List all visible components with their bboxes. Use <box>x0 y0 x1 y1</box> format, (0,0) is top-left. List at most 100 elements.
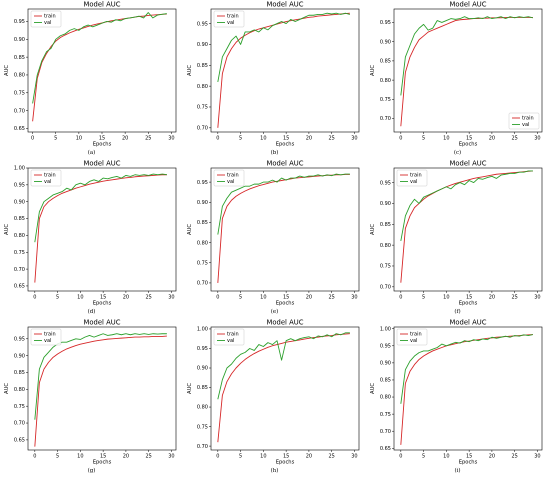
x-tick-label: 25 <box>511 136 517 142</box>
y-tick-label: 0.65 <box>14 284 25 290</box>
panel-caption: (h) <box>270 468 279 474</box>
plot-frame <box>210 326 360 451</box>
x-tick-label: 30 <box>534 136 540 142</box>
y-axis-label: AUC <box>4 65 10 76</box>
x-tick-label: 30 <box>168 295 174 301</box>
legend-label-train: train <box>44 14 56 20</box>
chart-title: Model AUC <box>450 1 487 9</box>
y-tick-label: 0.65 <box>14 438 25 444</box>
legend-label-train: train <box>227 14 239 20</box>
y-axis-label: AUC <box>370 65 376 76</box>
chart-title: Model AUC <box>84 1 121 9</box>
chart-svg: Model AUC 0 5 10 15 20 25 30 0.70 0.75 0.80 0.85 0.9… <box>187 1 360 148</box>
legend-label-train: train <box>44 332 56 338</box>
x-tick-label: 5 <box>422 454 425 460</box>
chart-svg: Model AUC 0 5 10 15 20 25 30 0.65 0.70 0.75 0.80 0.8… <box>4 160 177 307</box>
y-tick-label: 0.70 <box>14 421 25 427</box>
x-tick-label: 30 <box>168 454 174 460</box>
legend-label-train: train <box>227 173 239 179</box>
y-tick-label: 0.85 <box>197 63 208 69</box>
chart-svg: Model AUC 0 5 10 15 20 25 30 0.65 0.70 0.75 0.80 0.8… <box>4 1 177 148</box>
plot-frame <box>210 8 360 133</box>
x-tick-label: 15 <box>466 136 472 142</box>
y-tick-label: 0.95 <box>14 336 25 342</box>
chart-panel: Model AUC 0 5 10 15 20 25 30 0.65 0.70 0.75 0.80 0.8… <box>0 318 183 477</box>
y-tick-label: 0.70 <box>380 285 391 291</box>
y-tick-label: 0.95 <box>197 21 208 27</box>
y-tick-label: 0.90 <box>14 199 25 205</box>
y-tick-label: 0.70 <box>14 267 25 273</box>
legend-box <box>30 328 62 346</box>
x-tick-label: 10 <box>443 136 449 142</box>
chart-svg: Model AUC 0 5 10 15 20 25 30 0.70 0.75 0.80 0.85 0.9… <box>370 160 543 307</box>
y-tick-label: 0.65 <box>14 126 25 132</box>
y-tick-label: 1.00 <box>197 327 208 333</box>
y-tick-label: 1.00 <box>14 166 25 172</box>
y-tick-label: 0.80 <box>197 240 208 246</box>
x-tick-label: 30 <box>534 295 540 301</box>
chart-svg: Model AUC 0 5 10 15 20 25 30 0.70 0.75 0.80 0.85 0.9… <box>187 160 360 307</box>
x-tick-label: 25 <box>145 454 151 460</box>
legend-label-val: val <box>410 179 417 185</box>
chart-svg: Model AUC 0 5 10 15 20 25 30 0.70 0.75 0.80 0.85 0.9… <box>370 1 543 148</box>
x-tick-label: 10 <box>260 295 266 301</box>
chart-panel: Model AUC 0 5 10 15 20 25 30 0.70 0.75 0.80 0.85 0.9… <box>366 159 549 318</box>
x-tick-label: 25 <box>328 454 334 460</box>
chart-title: Model AUC <box>84 319 121 327</box>
y-tick-label: 0.95 <box>14 183 25 189</box>
legend-box <box>30 169 62 187</box>
series-line-train <box>217 173 350 283</box>
legend-box <box>213 169 245 187</box>
y-tick-label: 0.75 <box>380 412 391 418</box>
plot-frame <box>393 326 543 451</box>
x-tick-label: 5 <box>422 136 425 142</box>
legend-box <box>396 328 428 346</box>
chart-panel: Model AUC 0 5 10 15 20 25 30 0.70 0.75 0.80 0.85 0.9… <box>366 0 549 159</box>
y-tick-label: 0.80 <box>14 73 25 79</box>
series-line-val <box>400 16 534 96</box>
legend-label-train: train <box>227 332 239 338</box>
series-line-train <box>34 174 167 283</box>
x-tick-label: 10 <box>260 454 266 460</box>
y-tick-label: 0.95 <box>14 19 25 25</box>
plot-frame <box>27 8 177 133</box>
x-tick-label: 25 <box>328 136 334 142</box>
legend-label-val: val <box>227 20 234 26</box>
chart-panel: Model AUC 0 5 10 15 20 25 30 0.65 0.70 0.75 0.80 0.8… <box>0 0 183 159</box>
y-tick-label: 0.85 <box>197 385 208 391</box>
legend-label-val: val <box>227 338 234 344</box>
y-tick-label: 0.90 <box>380 361 391 367</box>
chart-svg: Model AUC 0 5 10 15 20 25 30 0.65 0.70 0.75 0.80 0.8… <box>370 319 543 466</box>
y-tick-label: 0.75 <box>380 264 391 270</box>
x-tick-label: 0 <box>216 136 219 142</box>
plot-frame <box>27 326 177 451</box>
panel-caption: (g) <box>87 468 96 474</box>
series-line-val <box>400 170 533 242</box>
legend-box <box>396 169 428 187</box>
series-line-val <box>217 332 350 400</box>
y-tick-label: 0.75 <box>197 260 208 266</box>
chart-title: Model AUC <box>450 319 487 327</box>
y-tick-label: 0.95 <box>197 180 208 186</box>
x-tick-label: 15 <box>100 454 106 460</box>
x-tick-label: 10 <box>77 295 83 301</box>
chart-svg: Model AUC 0 5 10 15 20 25 30 0.65 0.70 0.75 0.80 0.8… <box>4 319 177 466</box>
y-axis-label: AUC <box>4 224 10 235</box>
x-axis-label: Epochs <box>459 142 478 148</box>
chart-title: Model AUC <box>450 160 487 168</box>
y-tick-label: 0.70 <box>14 108 25 114</box>
legend-label-val: val <box>227 179 234 185</box>
series-line-train <box>400 334 533 445</box>
legend-label-val: val <box>44 179 51 185</box>
legend-label-train: train <box>410 332 422 338</box>
x-tick-label: 30 <box>351 295 357 301</box>
legend-label-train: train <box>44 173 56 179</box>
panel-caption: (f) <box>454 309 461 315</box>
legend-box <box>213 328 245 346</box>
x-tick-label: 20 <box>489 295 495 301</box>
y-tick-label: 0.65 <box>380 446 391 452</box>
